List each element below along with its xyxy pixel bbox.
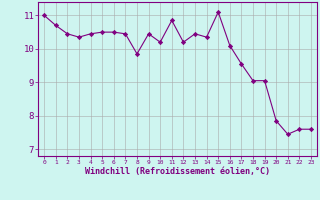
X-axis label: Windchill (Refroidissement éolien,°C): Windchill (Refroidissement éolien,°C) — [85, 167, 270, 176]
